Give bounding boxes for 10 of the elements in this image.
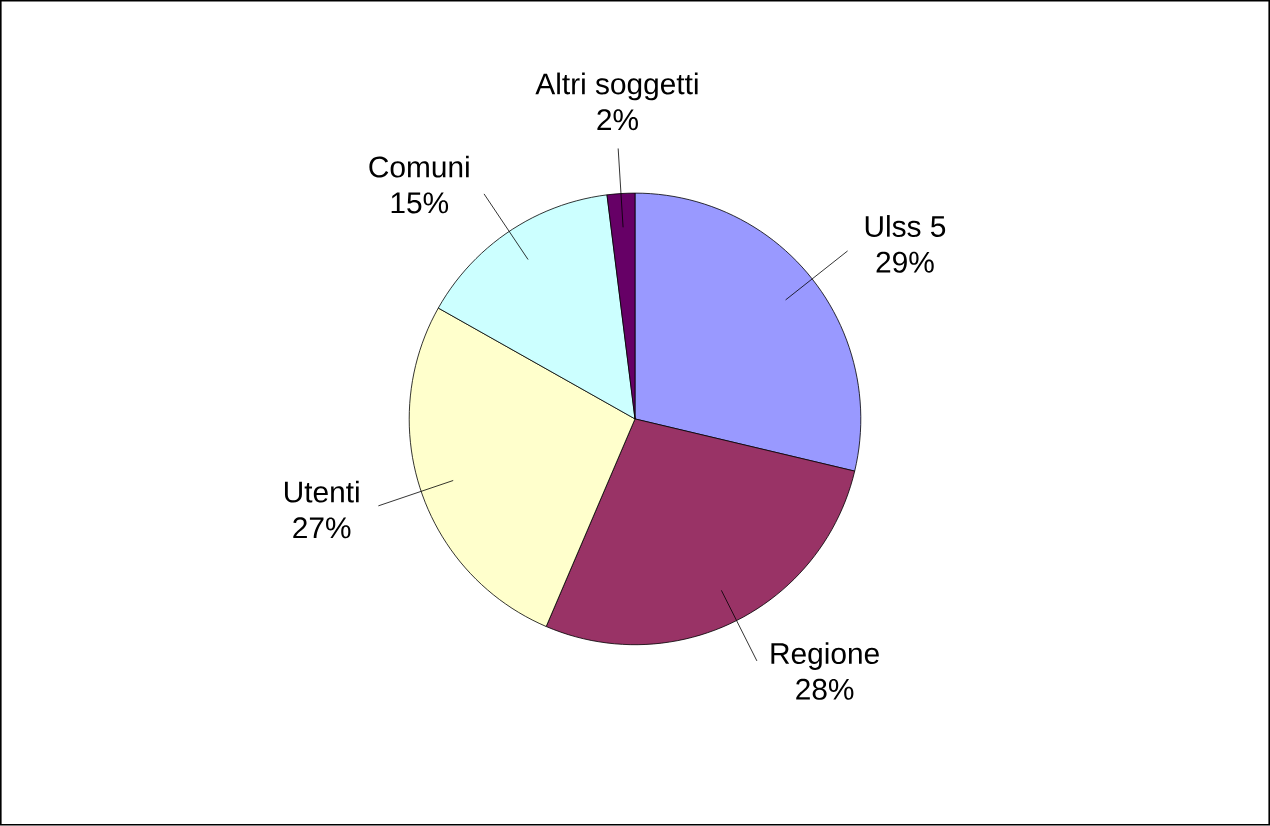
slice-label: Comuni [369, 155, 469, 178]
slice-label: Regione [771, 642, 879, 671]
data-label: 2% [597, 109, 638, 131]
slice-label: Ulss 5 [865, 215, 946, 238]
data-label: 28% [796, 678, 854, 701]
data-label: 29% [876, 251, 934, 273]
slice-label: Altri soggetti [535, 72, 698, 101]
data-label: 15% [391, 192, 449, 214]
slice-label: Utenti [284, 480, 359, 503]
data-label: 27% [293, 517, 351, 539]
